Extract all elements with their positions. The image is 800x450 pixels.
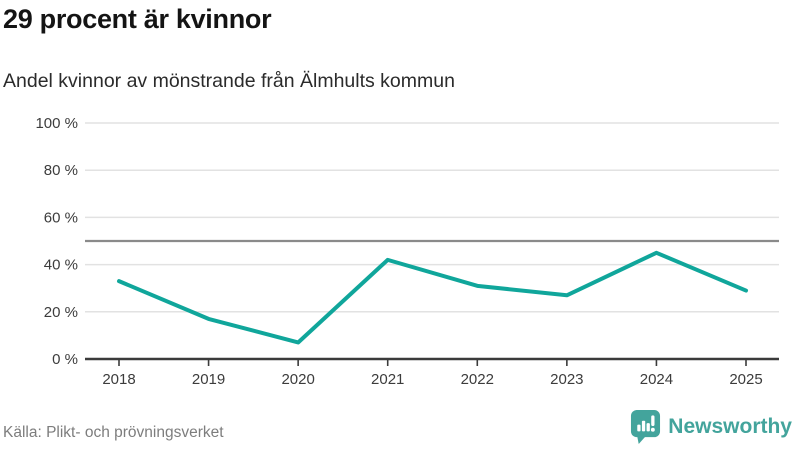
x-tick-label: 2025	[729, 371, 762, 388]
x-tick-label: 2023	[550, 371, 583, 388]
newsworthy-bubble-icon	[631, 410, 661, 444]
source-note: Källa: Plikt- och prövningsverket	[3, 424, 224, 441]
chart-subtitle: Andel kvinnor av mönstrande från Älmhult…	[3, 70, 455, 92]
newsworthy-logo: Newsworthy	[630, 409, 792, 445]
x-tick-label: 2019	[192, 371, 225, 388]
x-tick-label: 2021	[371, 371, 404, 388]
y-tick-label: 80 %	[44, 162, 78, 179]
x-tick-label: 2020	[281, 371, 314, 388]
y-tick-label: 20 %	[44, 304, 78, 321]
y-tick-label: 60 %	[44, 209, 78, 226]
x-tick-label: 2024	[640, 371, 673, 388]
data-line	[117, 250, 748, 345]
x-tick-label: 2022	[461, 371, 494, 388]
page-title: 29 procent är kvinnor	[3, 4, 272, 34]
newsworthy-wordmark: Newsworthy	[668, 415, 792, 438]
y-tick-label: 0 %	[52, 351, 78, 368]
y-tick-label: 40 %	[44, 257, 78, 274]
x-tick-label: 2018	[102, 371, 135, 388]
y-tick-label: 100 %	[35, 115, 78, 132]
